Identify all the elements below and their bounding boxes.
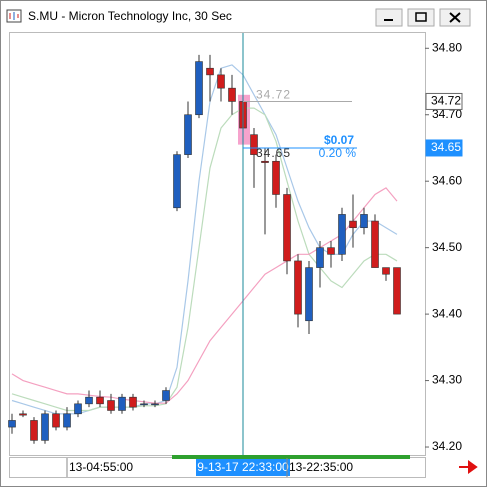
candle-body xyxy=(151,403,159,406)
candle-body xyxy=(107,400,115,411)
candle-body xyxy=(118,396,126,411)
measure-change: $0.07 xyxy=(324,133,354,147)
y-tick-label: 34.20 xyxy=(432,439,462,453)
candle-body xyxy=(195,61,203,116)
x-tick-label: 13-04:55:00 xyxy=(69,460,133,474)
crosshair-time-box xyxy=(196,459,290,476)
candle-body xyxy=(74,403,82,415)
candle-body xyxy=(360,214,368,229)
app-icon xyxy=(6,9,22,23)
measure-percent: 0.20 % xyxy=(319,146,357,160)
candle-body xyxy=(30,420,38,441)
candle-body xyxy=(393,267,401,315)
title-bar xyxy=(1,1,486,31)
y-tick-label: 34.30 xyxy=(432,373,462,387)
window-title: S.MU - Micron Technology Inc, 30 Sec xyxy=(28,9,232,23)
candle-body xyxy=(140,403,148,406)
candle-body xyxy=(52,413,60,428)
candle-body xyxy=(305,267,313,322)
candle-body xyxy=(184,114,192,155)
session-bar xyxy=(172,455,410,459)
y-tick-label: 34.80 xyxy=(432,40,462,54)
candle-body xyxy=(250,134,258,155)
candle-body xyxy=(19,413,27,416)
scroll-arrow[interactable] xyxy=(459,460,478,474)
plot-area xyxy=(9,32,426,456)
price-box-label: 34.65 xyxy=(431,140,461,154)
candle-body xyxy=(96,396,104,405)
candle-body xyxy=(283,194,291,262)
crosshair-time-label: 9-13-17 22:33:00 xyxy=(197,460,289,474)
moving-average xyxy=(11,187,398,404)
candle-body xyxy=(327,247,335,255)
candle-body xyxy=(63,413,71,428)
candle-body xyxy=(173,154,181,209)
level-label: 34.65 xyxy=(256,146,291,160)
candle-body xyxy=(228,87,236,102)
x-tick-label: 13-22:35:00 xyxy=(289,460,353,474)
candle-body xyxy=(41,413,49,441)
candle-body xyxy=(261,160,269,163)
y-tick-label: 34.70 xyxy=(432,107,462,121)
candle-body xyxy=(8,420,16,428)
candle-body xyxy=(382,267,390,275)
candle-body xyxy=(272,160,280,195)
price-box-label: 34.72 xyxy=(431,94,461,108)
candle-body xyxy=(217,74,225,89)
y-tick-label: 34.50 xyxy=(432,240,462,254)
candle-body xyxy=(338,214,346,255)
candle-body xyxy=(371,220,379,268)
price-box xyxy=(425,92,463,110)
minimize-button[interactable] xyxy=(375,8,403,27)
y-tick-label: 34.60 xyxy=(432,173,462,187)
close-button[interactable] xyxy=(439,8,471,27)
candle-body xyxy=(129,396,137,408)
candle-body xyxy=(85,396,93,405)
candle-body xyxy=(206,67,214,76)
candle-body xyxy=(349,220,357,229)
maximize-button[interactable] xyxy=(407,8,435,27)
level-label: 34.72 xyxy=(256,88,291,102)
price-box xyxy=(425,139,463,157)
y-tick-label: 34.40 xyxy=(432,306,462,320)
candle-body xyxy=(162,390,170,401)
candle-body xyxy=(294,260,302,315)
candle-body xyxy=(316,247,324,268)
